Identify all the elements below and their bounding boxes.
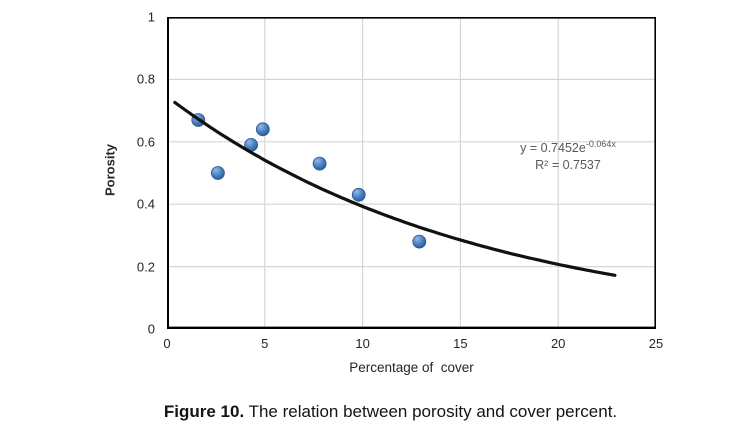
plot-area (167, 17, 656, 329)
data-point (412, 234, 427, 249)
y-axis-tick-labels: 1 0.8 0.6 0.4 0.2 0 (100, 10, 155, 337)
data-point (211, 166, 225, 180)
y-tick-label: 0 (147, 321, 155, 337)
figure-caption-label: Figure 10. (163, 402, 245, 421)
y-tick-label: 0.6 (136, 134, 155, 150)
y-tick-label: 1 (147, 9, 155, 25)
x-tick-label: 25 (648, 336, 664, 351)
y-tick-label: 0.8 (136, 71, 155, 87)
x-tick-label: 5 (261, 336, 269, 351)
x-tick-label: 15 (453, 336, 468, 351)
x-axis-title: Percentage of cover (349, 360, 474, 375)
data-point (312, 156, 327, 171)
equation-exponent: -0.064x (585, 139, 616, 149)
x-axis-tick-labels: 0 5 10 15 20 25 (163, 336, 663, 352)
x-tick-label: 0 (163, 336, 171, 351)
trendline-curve (173, 100, 617, 277)
x-tick-label: 20 (550, 336, 566, 351)
r-squared-line: R² = 0.7537 (535, 158, 601, 173)
figure-caption: Figure 10. The relation between porosity… (22, 402, 737, 422)
data-point (255, 122, 270, 137)
trendline-equation: y = 0.7452e-0.064x R² = 0.7537 (478, 136, 658, 174)
y-tick-label: 0.4 (136, 196, 155, 212)
y-axis-title: Porosity (102, 143, 118, 197)
figure-caption-text: The relation between porosity and cover … (244, 402, 618, 421)
data-point (351, 187, 366, 202)
equation-line: y = 0.7452e-0.064x (520, 139, 616, 156)
scatter-plot-svg (167, 17, 656, 329)
y-tick-label: 0.2 (136, 259, 155, 275)
x-tick-label: 10 (355, 336, 370, 351)
